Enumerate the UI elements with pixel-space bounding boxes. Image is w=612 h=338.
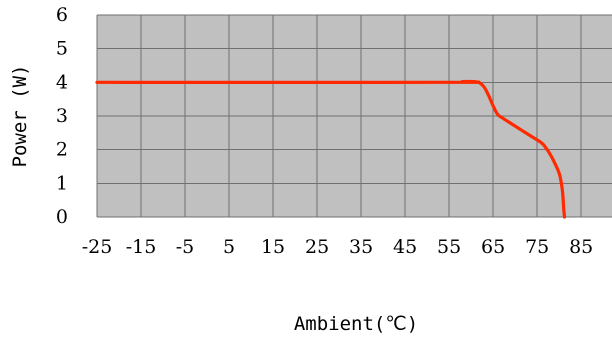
y-tick-label: 4 [56, 71, 68, 93]
x-tick-labels: -25 -15 -5 5 15 25 35 45 55 65 75 85 [82, 236, 594, 258]
y-axis-label: Power (W) [9, 65, 31, 168]
y-tick-label: 5 [56, 38, 68, 60]
x-tick-label: 85 [569, 236, 593, 258]
x-tick-label: 25 [305, 236, 329, 258]
y-tick-label: 1 [56, 172, 68, 194]
x-tick-label: -5 [176, 236, 195, 258]
x-tick-label: 65 [481, 236, 505, 258]
series-group [95, 79, 567, 219]
y-tick-label: 3 [56, 105, 68, 127]
x-tick-label: 15 [261, 236, 285, 258]
x-tick-label: 5 [223, 236, 235, 258]
series-line [95, 79, 567, 219]
x-tick-label: 75 [525, 236, 549, 258]
x-axis-label: Ambient(℃) [294, 313, 418, 335]
x-tick-label: 45 [393, 236, 417, 258]
y-tick-label: 6 [56, 4, 68, 26]
x-tick-label: 35 [349, 236, 373, 258]
y-tick-labels: 0 1 2 3 4 5 6 [56, 4, 68, 228]
y-tick-label: 0 [56, 206, 68, 228]
x-tick-label: -15 [126, 236, 157, 258]
grid-lines [96, 14, 612, 218]
x-tick-label: -25 [82, 236, 113, 258]
x-tick-label: 55 [437, 236, 461, 258]
y-tick-label: 2 [56, 139, 68, 161]
